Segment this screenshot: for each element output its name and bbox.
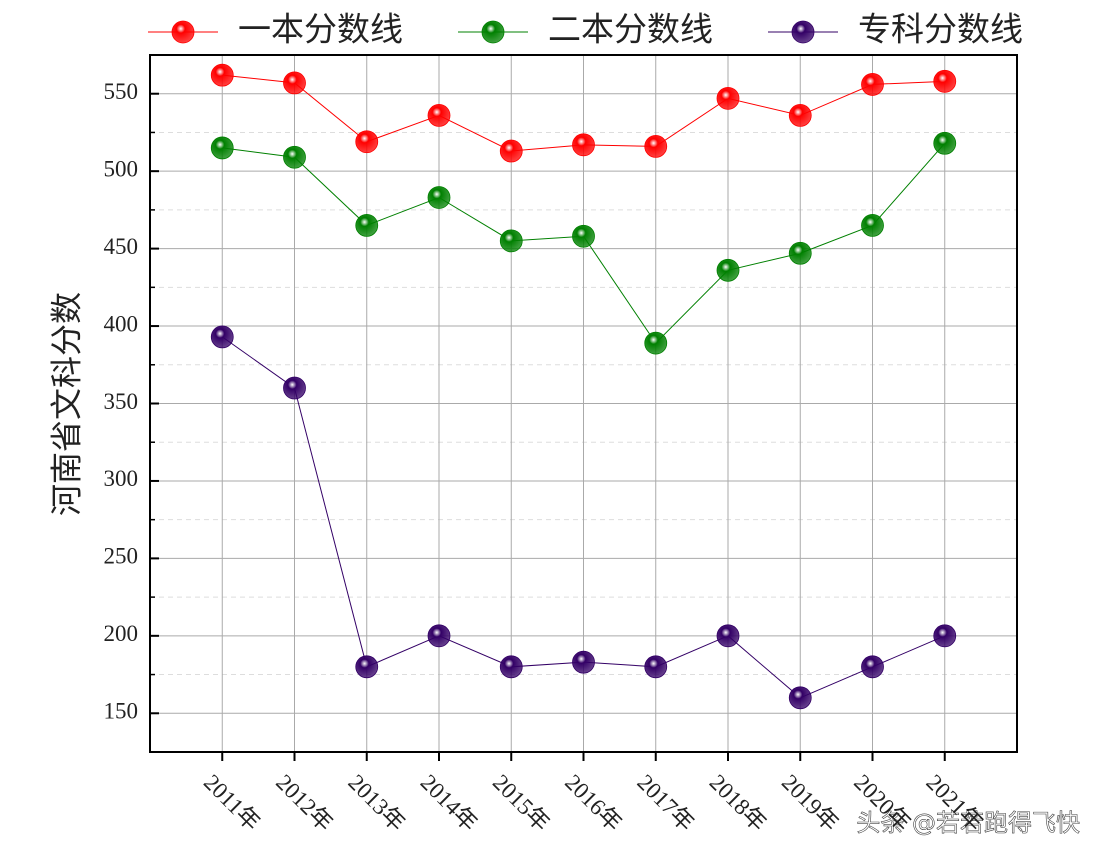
x-tick-label: 2017年: [632, 770, 698, 836]
data-point: [210, 136, 234, 160]
x-tick-label: 2013年: [343, 770, 409, 836]
data-point: [572, 224, 595, 248]
data-point: [716, 624, 740, 648]
legend-label: 一本分数线: [238, 12, 403, 49]
data-point: [572, 133, 595, 157]
data-point: [427, 104, 451, 127]
data-point: [355, 655, 379, 679]
data-point: [210, 63, 234, 87]
data-point: [572, 650, 595, 674]
marks: [148, 20, 957, 710]
y-tick-label: 200: [104, 621, 139, 646]
data-point: [788, 686, 812, 710]
y-tick-label: 500: [104, 156, 139, 181]
y-tick-label: 550: [104, 79, 139, 104]
data-point: [499, 229, 523, 253]
x-tick-label: 2015年: [488, 770, 554, 836]
data-point: [644, 655, 668, 679]
data-point: [427, 624, 451, 648]
y-tick-label: 450: [104, 234, 139, 259]
data-point: [210, 325, 234, 349]
x-tick-label: 2016年: [560, 770, 626, 836]
watermark: 头条 @若若跑得飞快: [856, 809, 1080, 837]
legend-label: 专科分数线: [858, 12, 1023, 49]
y-tick-label: 300: [104, 466, 139, 491]
legend-label: 二本分数线: [548, 12, 713, 49]
x-tick-label: 2012年: [271, 770, 337, 836]
data-point: [788, 241, 812, 265]
y-tick-label: 400: [104, 311, 139, 336]
data-point: [283, 71, 306, 95]
data-point: [861, 655, 884, 679]
y-axis-label: 河南省文科分数: [48, 292, 84, 516]
y-tick-label: 250: [104, 544, 139, 569]
y-tick-label: 150: [104, 699, 139, 724]
data-point: [499, 655, 523, 679]
x-tick-label: 2011年: [199, 770, 265, 836]
data-point: [861, 73, 884, 96]
legend-marker: [171, 20, 195, 44]
grid: [150, 55, 1017, 761]
data-point: [644, 134, 668, 158]
data-point: [716, 258, 740, 282]
data-point: [355, 213, 379, 237]
data-point: [283, 376, 306, 400]
data-point: [716, 86, 740, 110]
data-point: [644, 331, 668, 355]
data-point: [788, 104, 812, 127]
plot-frame: [149, 54, 1018, 753]
data-point: [933, 131, 957, 155]
legend-marker: [481, 20, 505, 44]
data-point: [355, 130, 379, 154]
data-point: [933, 69, 957, 93]
data-point: [427, 186, 451, 209]
data-point: [283, 145, 306, 169]
x-tick-label: 2018年: [705, 770, 771, 836]
data-point: [499, 139, 523, 163]
x-tick-label: 2019年: [777, 770, 843, 836]
x-tick-label: 2014年: [416, 770, 482, 836]
y-tick-label: 350: [104, 389, 139, 414]
legend-marker: [791, 20, 815, 44]
data-point: [933, 624, 957, 648]
data-point: [861, 213, 884, 237]
